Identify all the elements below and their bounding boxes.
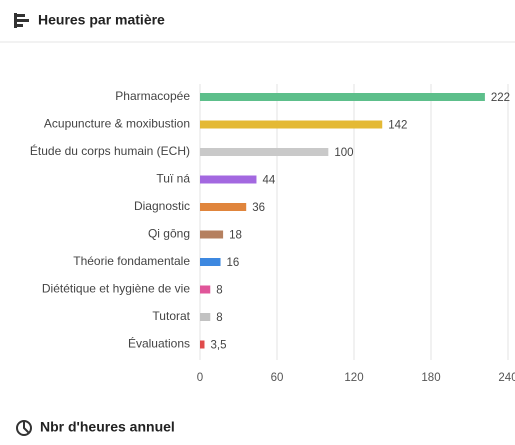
category-label: Tutorat bbox=[152, 309, 190, 323]
bar bbox=[200, 93, 485, 101]
bar bbox=[200, 230, 224, 239]
x-tick-label: 0 bbox=[197, 372, 203, 384]
value-label: 100 bbox=[334, 147, 353, 159]
bar bbox=[200, 175, 257, 184]
value-label: 142 bbox=[388, 120, 407, 132]
bar bbox=[200, 258, 221, 266]
category-label: Théorie fondamentale bbox=[73, 254, 190, 268]
header-title: Heures par matière bbox=[38, 12, 165, 28]
bar bbox=[200, 285, 211, 294]
header-icon bbox=[14, 13, 29, 28]
value-label: 8 bbox=[216, 312, 222, 324]
bar bbox=[200, 120, 383, 129]
value-label: 16 bbox=[227, 257, 240, 269]
bar bbox=[200, 148, 329, 156]
bar bbox=[200, 203, 247, 211]
value-label: 44 bbox=[262, 175, 275, 187]
footer-icon bbox=[16, 420, 32, 436]
bar bbox=[200, 340, 205, 349]
x-tick-label: 240 bbox=[498, 372, 515, 384]
value-label: 36 bbox=[252, 202, 265, 214]
value-label: 222 bbox=[491, 92, 510, 104]
x-tick-label: 60 bbox=[271, 372, 284, 384]
category-label: Évaluations bbox=[128, 336, 190, 351]
x-tick-label: 120 bbox=[344, 372, 363, 384]
category-label: Pharmacopée bbox=[115, 89, 190, 103]
plot: 0 60 120 180 240 Pharmacopée 222 Acupuncture & … bbox=[30, 84, 515, 384]
x-tick-label: 180 bbox=[421, 372, 440, 384]
value-label: 18 bbox=[229, 230, 242, 242]
value-label: 8 bbox=[216, 285, 222, 297]
category-label: Acupuncture & moxibustion bbox=[44, 117, 190, 131]
category-label: Qi gōng bbox=[148, 227, 190, 241]
footer-title: Nbr d'heures annuel bbox=[40, 419, 175, 435]
bar bbox=[200, 313, 211, 321]
category-label: Étude du corps humain (ECH) bbox=[30, 143, 190, 158]
category-label: Diagnostic bbox=[134, 199, 190, 213]
value-label: 3,5 bbox=[210, 340, 226, 352]
category-label: Tuï ná bbox=[156, 172, 190, 186]
category-label: Diététique et hygiène de vie bbox=[42, 282, 190, 296]
